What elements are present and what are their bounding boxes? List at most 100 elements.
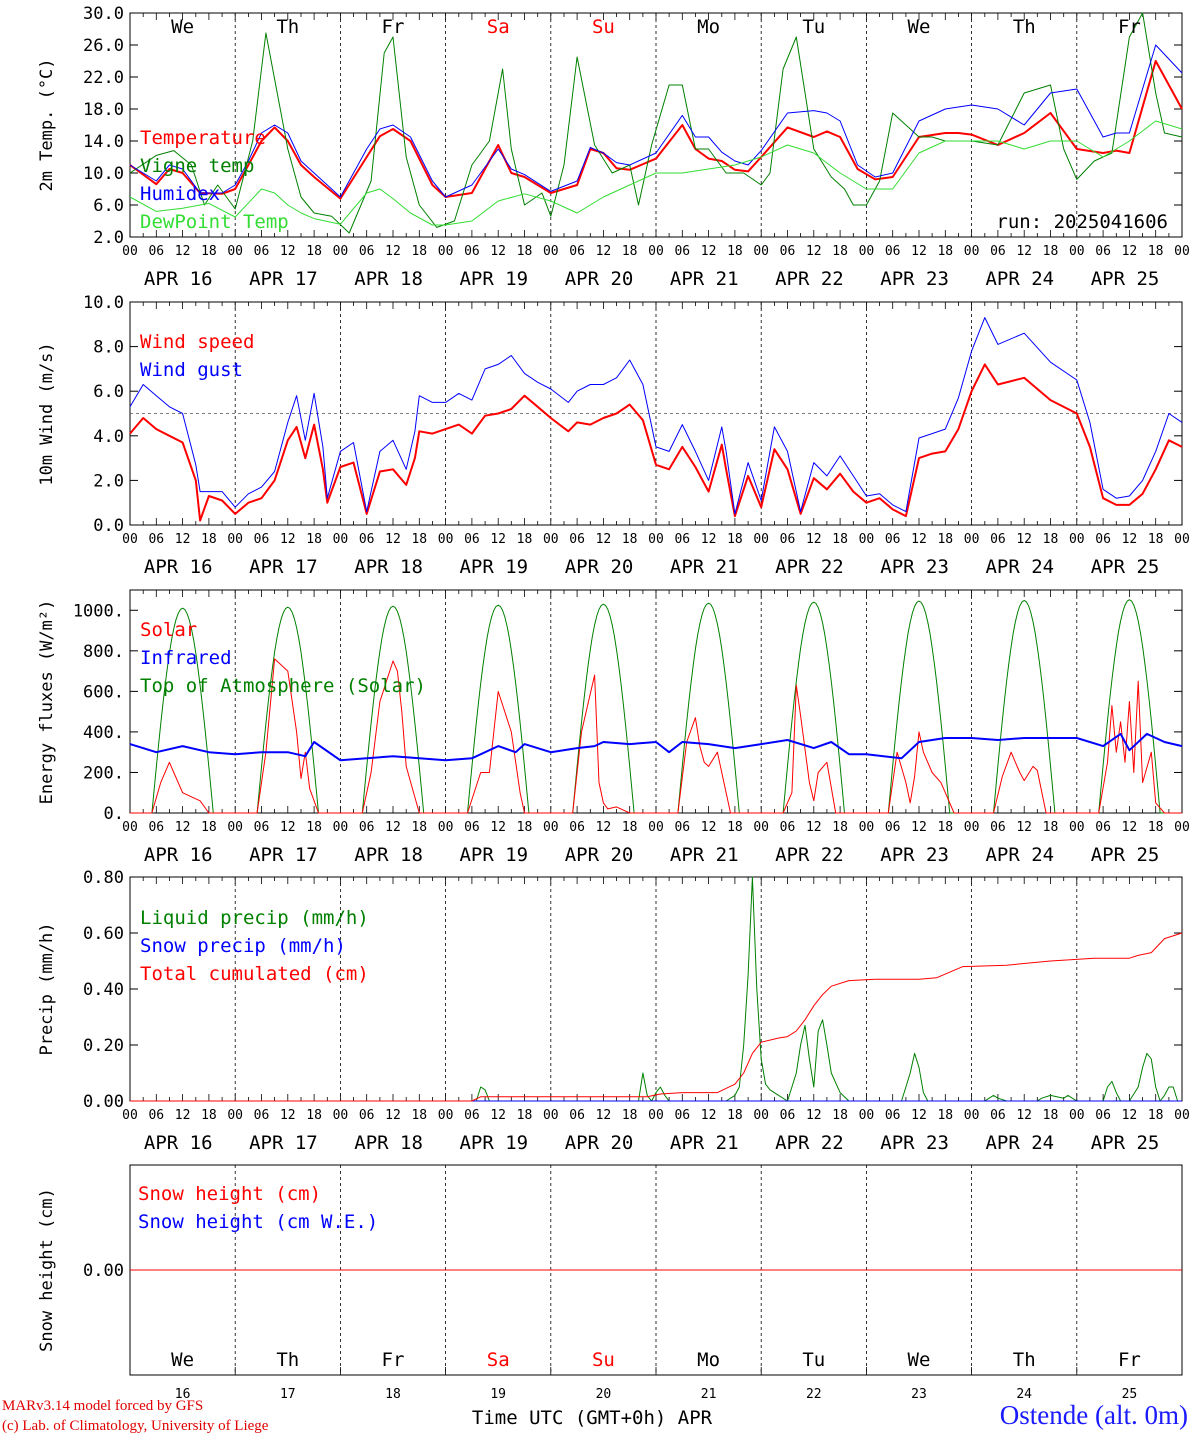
hour-label: 12 (490, 244, 506, 259)
weekday-label: We (171, 1349, 194, 1371)
hour-label: 12 (490, 532, 506, 547)
hour-label: 18 (1043, 244, 1059, 259)
weekday-label: Su (592, 1349, 615, 1371)
hour-label: 18 (832, 532, 848, 547)
hour-label: 00 (438, 1108, 454, 1123)
hour-label: 12 (1016, 244, 1032, 259)
hour-label: 06 (569, 532, 585, 547)
hour-label: 06 (990, 244, 1006, 259)
hour-label: 06 (990, 532, 1006, 547)
hour-label: 18 (1148, 244, 1164, 259)
weekday-label: Th (276, 16, 299, 38)
hour-label: 00 (333, 1108, 349, 1123)
day-number: 19 (490, 1387, 506, 1402)
hour-label: 12 (1016, 532, 1032, 547)
hour-label: 18 (937, 532, 953, 547)
hour-label: 18 (306, 532, 322, 547)
series-line (129, 44, 1183, 198)
station-label: Ostende (alt. 0m) (999, 1400, 1188, 1430)
hour-label: 18 (727, 532, 743, 547)
legend-entry: Wind gust (140, 359, 243, 381)
hour-label: 12 (911, 820, 927, 835)
legend-entry: Snow precip (mm/h) (140, 935, 346, 957)
y-tick-label: 2.0 (93, 471, 124, 491)
hour-label: 18 (1148, 820, 1164, 835)
hour-label: 12 (596, 820, 612, 835)
hour-label: 12 (175, 532, 191, 547)
y-axis-title: Snow height (cm) (37, 1188, 57, 1352)
date-label: APR 17 (249, 556, 318, 578)
panel-3: 0. 200. 400. 600. 800. 1000. Energy fluxes (W/… (37, 589, 1190, 866)
hour-label: 00 (1174, 1108, 1190, 1123)
hour-label: 18 (517, 1108, 533, 1123)
y-tick-label: 22.0 (83, 68, 124, 88)
y-axis-title: Energy fluxes (W/m²) (37, 600, 57, 805)
hour-label: 00 (859, 1108, 875, 1123)
y-tick-label: 0.80 (83, 868, 124, 888)
hour-label: 06 (464, 244, 480, 259)
series-line (130, 658, 1182, 814)
hour-label: 18 (201, 820, 217, 835)
y-tick-label: 2.0 (93, 228, 124, 248)
hour-label: 00 (753, 532, 769, 547)
hour-label: 00 (1174, 532, 1190, 547)
legend-entry: Total cumulated (cm) (140, 963, 369, 985)
hour-label: 06 (148, 244, 164, 259)
hour-label: 12 (280, 1108, 296, 1123)
hour-label: 00 (1069, 1108, 1085, 1123)
hour-label: 00 (122, 1108, 138, 1123)
hour-label: 12 (806, 820, 822, 835)
hour-label: 18 (1148, 1108, 1164, 1123)
hour-label: 18 (411, 244, 427, 259)
date-label: APR 16 (144, 1132, 213, 1154)
y-tick-label: 8.0 (93, 338, 124, 358)
hour-label: 06 (569, 1108, 585, 1123)
hour-label: 00 (543, 244, 559, 259)
hour-label: 12 (1016, 1108, 1032, 1123)
date-label: APR 23 (880, 1132, 949, 1154)
hour-label: 18 (306, 244, 322, 259)
y-tick-label: 18.0 (83, 100, 124, 120)
hour-label: 06 (254, 244, 270, 259)
hour-ticks (129, 590, 1183, 813)
day-number: 16 (175, 1387, 191, 1402)
hour-label: 00 (648, 244, 664, 259)
hour-label: 12 (490, 1108, 506, 1123)
weekday-label: We (908, 1349, 931, 1371)
weekday-label: Mo (697, 16, 720, 38)
hour-label: 06 (1095, 820, 1111, 835)
day-number: 18 (385, 1387, 401, 1402)
y-tick-label: 10.0 (83, 164, 124, 184)
hour-label: 12 (385, 1108, 401, 1123)
date-label: APR 23 (880, 556, 949, 578)
panel-5: 0.00 Snow height (cm) Snow height (cm) Snow… (37, 1164, 1183, 1376)
date-label: APR 24 (985, 844, 1054, 866)
y-tick-label: 400. (83, 723, 124, 743)
weekday-label: Th (276, 1349, 299, 1371)
hour-ticks (129, 877, 1183, 1101)
date-label: APR 16 (144, 268, 213, 290)
hour-label: 06 (359, 244, 375, 259)
hour-label: 18 (517, 244, 533, 259)
hour-label: 00 (543, 820, 559, 835)
y-tick-label: 26.0 (83, 36, 124, 56)
hour-label: 00 (859, 244, 875, 259)
hour-label: 06 (780, 1108, 796, 1123)
hour-label: 12 (701, 820, 717, 835)
hour-label: 00 (438, 820, 454, 835)
hour-label: 18 (727, 244, 743, 259)
date-label: APR 25 (1091, 268, 1160, 290)
y-tick-label: 4.0 (93, 427, 124, 447)
hour-label: 06 (464, 820, 480, 835)
date-label: APR 22 (775, 268, 844, 290)
series-line (130, 932, 1183, 1102)
y-tick-label: 800. (83, 642, 124, 662)
legend-entry: DewPoint Temp (140, 211, 289, 233)
hour-ticks (129, 302, 1183, 525)
panel-frame (129, 589, 1183, 814)
series-line (129, 363, 1183, 522)
hour-label: 06 (569, 820, 585, 835)
y-axis-title: Precip (mm/h) (37, 922, 57, 1055)
hour-label: 12 (385, 244, 401, 259)
